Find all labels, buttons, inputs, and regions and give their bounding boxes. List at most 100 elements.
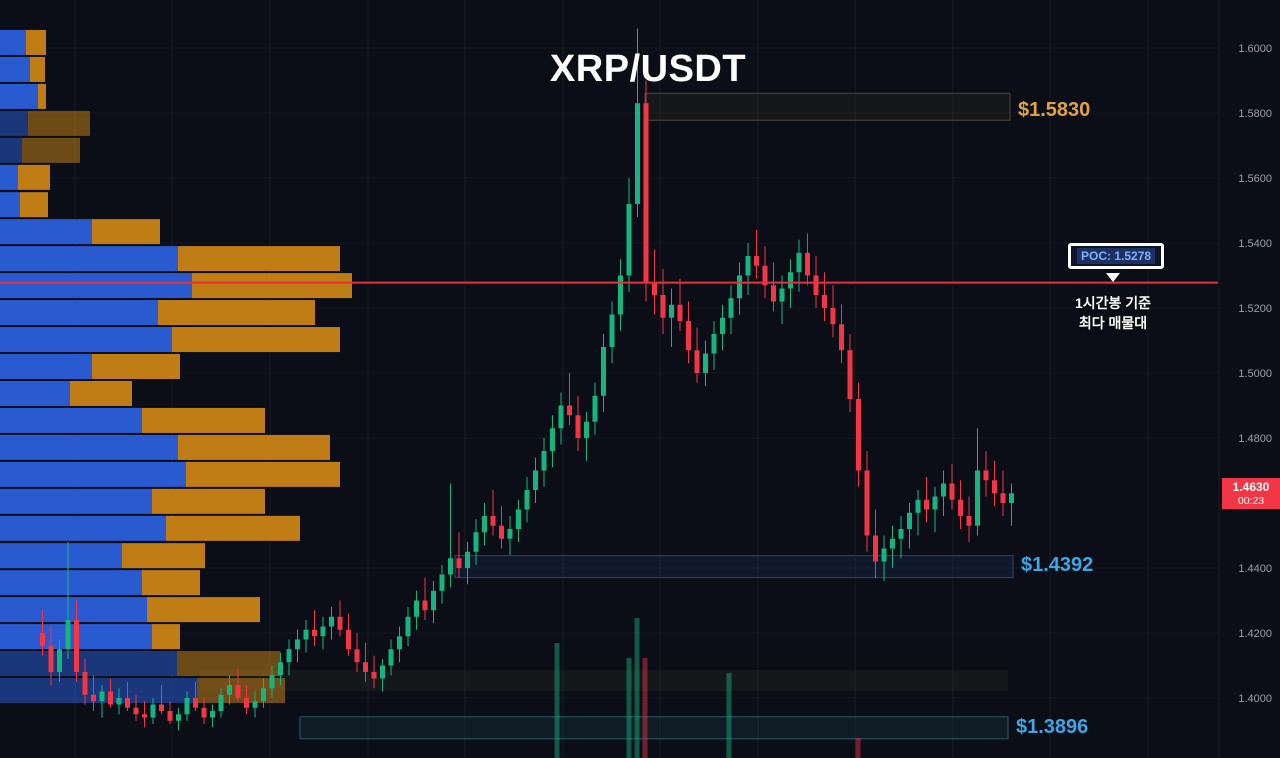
resistance-box[interactable] xyxy=(644,92,1011,121)
candle-body xyxy=(881,548,887,562)
candle-body xyxy=(65,620,71,650)
candle-body xyxy=(686,321,691,351)
volume-profile-sell-bar xyxy=(152,624,180,650)
candle-body xyxy=(337,616,343,630)
volume-profile-sell-bar xyxy=(142,407,265,433)
candle-body xyxy=(295,639,300,650)
poc-callout[interactable]: POC: 1.5278 xyxy=(1068,242,1165,269)
support-band[interactable] xyxy=(454,555,1014,579)
candle-body xyxy=(992,480,997,494)
y-axis-label: 1.5200 xyxy=(1238,303,1272,315)
y-axis-label: 1.5000 xyxy=(1238,368,1272,380)
candle-body xyxy=(116,698,122,705)
volume-profile-buy-bar xyxy=(0,273,192,299)
candle-body xyxy=(371,672,377,679)
candle-body xyxy=(703,353,708,373)
candle-body xyxy=(142,714,147,718)
volume-profile-buy-bar xyxy=(0,543,122,569)
candle-body xyxy=(456,558,462,568)
candle-body xyxy=(516,509,521,529)
candle-body xyxy=(643,103,649,282)
volume-profile-sell-bar xyxy=(22,137,80,163)
y-axis-label: 1.4000 xyxy=(1238,693,1272,705)
volume-profile-buy-bar xyxy=(0,56,30,82)
candle-body xyxy=(320,626,326,637)
volume-profile-sell-bar xyxy=(92,354,180,379)
candle-body xyxy=(150,704,156,718)
poc-pointer-icon xyxy=(1106,272,1120,282)
candle-body xyxy=(482,516,487,533)
volume-profile-sell-bar xyxy=(92,219,160,245)
candle-body xyxy=(626,204,632,276)
candle-body xyxy=(856,399,861,471)
candle-body xyxy=(176,714,181,721)
candle-body xyxy=(601,347,606,396)
volume-profile-buy-bar xyxy=(0,597,147,623)
volume-profile-sell-bar xyxy=(20,192,48,218)
candle-body xyxy=(490,516,496,526)
candle-body xyxy=(660,295,666,318)
y-axis-label: 1.6000 xyxy=(1238,43,1272,55)
candle-body xyxy=(711,334,717,354)
candle-body xyxy=(269,675,275,689)
candle-body xyxy=(949,483,955,500)
candle-body xyxy=(405,616,411,637)
candle-body xyxy=(932,496,938,510)
candle-body xyxy=(779,288,785,302)
candle-body xyxy=(524,490,530,510)
volume-profile-sell-bar xyxy=(152,488,265,514)
candle-body xyxy=(635,103,640,204)
candle-body xyxy=(48,646,54,672)
volume-profile-sell-bar xyxy=(178,434,330,460)
volume-profile-sell-bar xyxy=(122,543,205,569)
candle-body xyxy=(813,275,819,295)
volume-spike xyxy=(626,658,632,758)
volume-profile-buy-bar xyxy=(0,327,172,353)
candle-body xyxy=(575,415,581,438)
candle-body xyxy=(771,285,776,302)
support-level-label-2[interactable]: $1.3896 xyxy=(1016,715,1089,738)
candle-body xyxy=(329,616,334,627)
candle-body xyxy=(99,691,105,702)
current-price-value: 1.4630 xyxy=(1232,480,1270,495)
volume-profile-sell-bar xyxy=(28,110,90,136)
candle-body xyxy=(346,629,351,650)
candle-body xyxy=(388,649,394,666)
volume-profile-buy-bar xyxy=(0,137,22,163)
volume-spike xyxy=(855,738,861,758)
candle-body xyxy=(74,620,79,672)
candle-body xyxy=(805,252,810,276)
candle-body xyxy=(278,662,283,676)
volume-spike xyxy=(554,643,560,758)
candle-body xyxy=(788,272,793,289)
volume-profile-buy-bar xyxy=(0,110,28,136)
current-price-countdown: 00:23 xyxy=(1237,494,1265,507)
support-band[interactable] xyxy=(299,716,1009,740)
volume-profile-buy-bar xyxy=(0,219,92,245)
volume-profile-buy-bar xyxy=(0,461,186,487)
candle-body xyxy=(652,282,657,295)
candle-body xyxy=(898,529,904,539)
volume-spike xyxy=(634,618,640,758)
resistance-level-label[interactable]: $1.5830 xyxy=(1018,99,1091,122)
poc-annotation[interactable]: 1시간봉 기준 최다 매물대 xyxy=(1048,293,1178,333)
candle-body xyxy=(465,551,470,568)
volume-profile-buy-bar xyxy=(0,354,92,379)
volume-profile-buy-bar xyxy=(0,300,158,326)
candle-body xyxy=(941,483,946,497)
volume-profile-sell-bar xyxy=(158,300,315,326)
candle-body xyxy=(261,688,266,702)
y-axis-label: 1.4400 xyxy=(1238,563,1272,575)
candle-body xyxy=(201,707,207,718)
support-level-label-1[interactable]: $1.4392 xyxy=(1021,553,1094,576)
candle-body xyxy=(975,470,980,526)
volume-profile-buy-bar xyxy=(0,515,166,541)
volume-profile-buy-bar xyxy=(0,570,142,596)
y-axis-label: 1.4800 xyxy=(1238,433,1272,445)
candle-body xyxy=(82,672,88,695)
candle-body xyxy=(40,633,45,646)
candle-body xyxy=(541,451,547,471)
volume-profile-buy-bar xyxy=(0,407,142,433)
